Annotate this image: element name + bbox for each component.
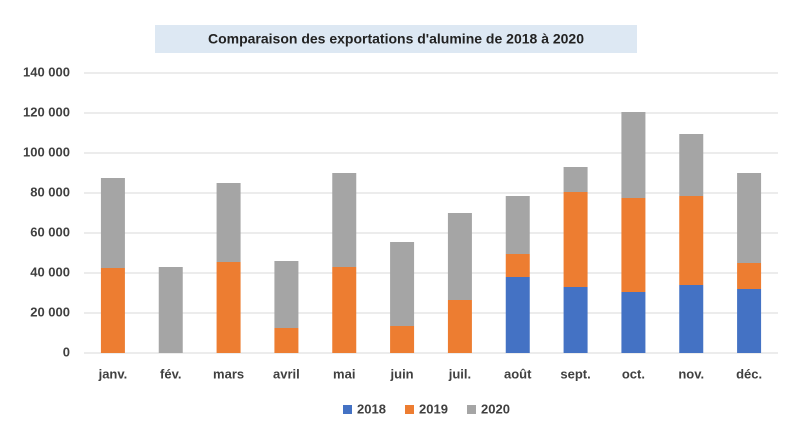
x-tick-label: nov. — [678, 366, 704, 381]
y-tick-label: 120 000 — [23, 104, 70, 119]
bar-segment — [158, 267, 183, 353]
legend-label: 2019 — [419, 401, 448, 416]
bar-segment — [737, 173, 762, 263]
y-tick-label: 0 — [63, 344, 70, 359]
x-tick-label: mai — [333, 366, 355, 381]
x-tick-label: fév. — [160, 366, 181, 381]
bar-segment — [621, 292, 646, 353]
x-tick-label: déc. — [736, 366, 762, 381]
bar-segment — [737, 263, 762, 289]
legend-swatch — [467, 405, 476, 414]
y-tick-label: 20 000 — [30, 304, 70, 319]
bar-segment — [390, 242, 415, 326]
bar-segment — [563, 287, 588, 353]
bar-segment — [505, 196, 530, 254]
chart-title: Comparaison des exportations d'alumine d… — [208, 31, 584, 47]
bar-segment — [274, 261, 299, 328]
bar-segment — [679, 196, 704, 285]
legend-swatch — [343, 405, 352, 414]
y-tick-label: 100 000 — [23, 144, 70, 159]
legend-swatch — [405, 405, 414, 414]
bar-segment — [563, 167, 588, 192]
bar-segment — [621, 112, 646, 198]
bar-segment — [679, 134, 704, 196]
bar-segment — [390, 326, 415, 353]
x-tick-label: mars — [213, 366, 244, 381]
bar-segment — [679, 285, 704, 353]
bar-segment — [332, 173, 357, 267]
bar-segment — [100, 178, 125, 268]
bar-segment — [447, 213, 472, 300]
y-tick-label: 80 000 — [30, 184, 70, 199]
x-tick-label: juil. — [448, 366, 471, 381]
bar-segment — [216, 183, 241, 262]
bar-segment — [621, 198, 646, 292]
bar-segment — [505, 277, 530, 353]
bar-segment — [216, 262, 241, 353]
x-tick-label: oct. — [622, 366, 645, 381]
legend-label: 2020 — [481, 401, 510, 416]
x-tick-label: avril — [273, 366, 300, 381]
bar-segment — [100, 268, 125, 353]
bar-segment — [274, 328, 299, 353]
bar-segment — [737, 289, 762, 353]
bar-segment — [332, 267, 357, 353]
y-tick-label: 140 000 — [23, 64, 70, 79]
bar-segment — [505, 254, 530, 277]
legend-label: 2018 — [357, 401, 386, 416]
y-tick-label: 60 000 — [30, 224, 70, 239]
x-tick-label: août — [504, 366, 532, 381]
y-tick-label: 40 000 — [30, 264, 70, 279]
x-tick-label: janv. — [98, 366, 128, 381]
x-tick-label: juin — [390, 366, 414, 381]
x-tick-label: sept. — [560, 366, 590, 381]
bar-segment — [563, 192, 588, 287]
title-box — [155, 25, 637, 53]
bar-segment — [447, 300, 472, 353]
